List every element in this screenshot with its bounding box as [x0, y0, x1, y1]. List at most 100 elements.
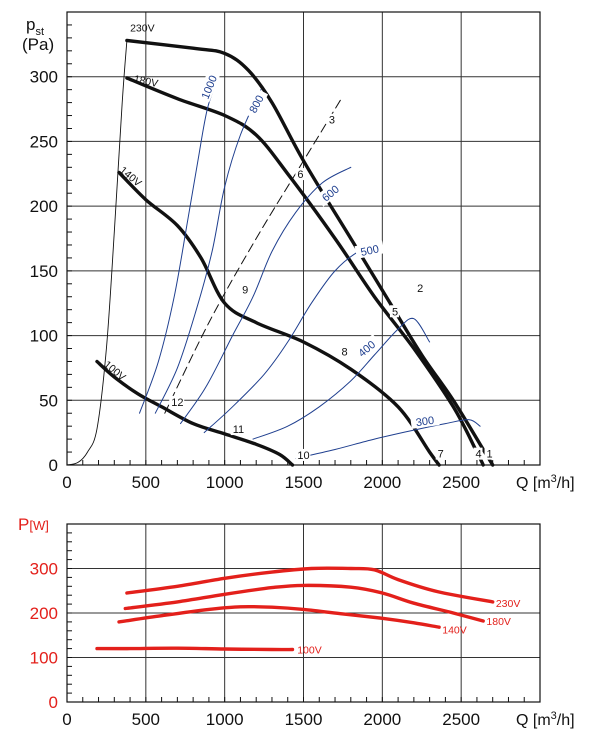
y-tick-label: 100: [30, 649, 58, 668]
point-label-bg: [230, 423, 246, 436]
point-label-bg: [169, 395, 185, 408]
plot-frame: [66, 523, 541, 703]
x-tick-label: 2000: [363, 473, 401, 492]
power-chart-labels: 230V 180V 140V 100V: [297, 598, 520, 656]
isoline-label-bg: [197, 71, 220, 103]
point-label-bg: [415, 281, 425, 294]
x-axis-label: Q [m3/h]: [516, 473, 575, 492]
y-axis-label-main: P: [18, 515, 29, 534]
x-axis-label: Q [m3/h]: [516, 710, 575, 729]
y-axis-label: pst: [26, 15, 44, 38]
point-label-8: 8: [341, 346, 347, 358]
point-label-bg: [435, 447, 445, 460]
series-power-230V: [125, 566, 495, 604]
isoline-label-1000: 1000: [200, 74, 220, 101]
x-tick-label: 2500: [442, 473, 480, 492]
isoline-label-bg: [315, 178, 345, 207]
x-tick-label: 0: [62, 473, 71, 492]
x-tick-label: 1500: [285, 710, 323, 729]
point-label-9: 9: [242, 284, 248, 296]
y-tick-label: 250: [30, 132, 58, 151]
curve-label-100V: 100V: [101, 359, 128, 384]
power-chart-series: [95, 566, 495, 652]
series-isoline-800: [154, 89, 262, 414]
y-tick-label: 150: [30, 262, 58, 281]
point-label-bg: [339, 345, 349, 358]
x-axis-label-main: Q [m: [516, 475, 551, 492]
curve-label-230V: 230V: [496, 598, 521, 610]
series-dashed-operating-line: [164, 95, 344, 414]
series-fan-curve-140V: [117, 170, 441, 467]
y-axis-unit: (Pa): [22, 35, 54, 54]
isoline-label-300: 300: [415, 415, 435, 429]
point-label-bg: [295, 168, 305, 181]
series-isoline-1000: [139, 76, 219, 414]
x-axis-label-tail: /h]: [557, 475, 575, 492]
y-tick-label: 0: [49, 456, 58, 475]
series-power-180V: [123, 583, 485, 623]
y-axis-unit: [W]: [29, 518, 49, 533]
point-label-5: 5: [392, 306, 398, 318]
isoline-label-bg: [354, 240, 385, 259]
series-isoline-400: [252, 317, 431, 440]
series-isoline-300: [295, 419, 481, 459]
series-power-100V: [95, 646, 295, 652]
pressure-chart-axes: 0 500 1000 1500 2000 2500050100150200250300Q …: [22, 11, 575, 492]
point-label-bg: [484, 447, 494, 460]
point-label-7: 7: [438, 449, 444, 461]
y-axis-label-sub: st: [35, 26, 44, 38]
y-tick-label: 0: [49, 693, 58, 712]
curve-label-140V: 140V: [442, 624, 467, 636]
point-label-2: 2: [417, 283, 423, 295]
x-tick-label: 500: [132, 473, 160, 492]
point-label-11: 11: [233, 424, 244, 436]
series-left-boundary-system: [66, 40, 128, 466]
x-tick-label: 1500: [285, 473, 323, 492]
isoline-label-500: 500: [360, 243, 380, 259]
x-tick-label: 2500: [442, 710, 480, 729]
curve-label-100V: 100V: [297, 644, 322, 656]
series-power-140V: [117, 604, 441, 629]
point-label-bg: [240, 283, 250, 296]
y-tick-label: 200: [30, 197, 58, 216]
y-tick-label: 50: [39, 391, 58, 410]
plot-frame: [66, 11, 541, 466]
point-label-bg: [389, 305, 399, 318]
point-label-bg: [473, 447, 483, 460]
isoline-label-bg: [243, 88, 269, 120]
x-axis-label-sup: 3: [551, 710, 557, 722]
x-tick-label: 0: [62, 710, 71, 729]
point-label-bg: [326, 113, 336, 126]
point-label-1: 1: [487, 449, 493, 461]
x-axis-label-sup: 3: [551, 473, 557, 485]
x-tick-label: 500: [132, 710, 160, 729]
series-isoline-600: [180, 166, 352, 425]
pressure-chart-series: [66, 38, 495, 467]
y-tick-label: 300: [30, 68, 58, 87]
series-fan-curve-100V: [95, 359, 295, 467]
y-tick-label: 200: [30, 604, 58, 623]
x-tick-label: 1000: [206, 710, 244, 729]
pressure-chart: 0 500 1000 1500 2000 2500050100150200250300Q …: [22, 11, 575, 492]
y-axis-label: P[W]: [18, 515, 49, 534]
series-fan-curve-180V: [125, 76, 485, 467]
point-label-10: 10: [297, 450, 309, 462]
curve-label-180V: 180V: [133, 73, 159, 90]
pressure-chart-labels: 230V180V140V100V100080060050040030012345…: [101, 23, 494, 462]
isoline-label-bg: [410, 412, 440, 429]
curve-label-230V: 230V: [130, 23, 155, 35]
x-axis-label-tail: /h]: [557, 712, 575, 729]
y-axis-label-main: p: [26, 15, 35, 34]
point-label-4: 4: [476, 449, 482, 461]
point-label-3: 3: [329, 115, 335, 127]
point-label-bg: [295, 448, 311, 461]
x-tick-label: 1000: [206, 473, 244, 492]
y-tick-label: 100: [30, 327, 58, 346]
power-chart-axes: 0 500 1000 1500 2000 2500 0 100 200 300 Q [m3/h] P[…: [18, 515, 575, 729]
x-axis-label-main: Q [m: [516, 712, 551, 729]
power-chart: 0 500 1000 1500 2000 2500 0 100 200 300 Q [m3/h] P[…: [18, 515, 575, 729]
y-tick-label: 300: [30, 560, 58, 579]
curve-label-180V: 180V: [486, 616, 511, 628]
isoline-label-bg: [351, 334, 382, 363]
